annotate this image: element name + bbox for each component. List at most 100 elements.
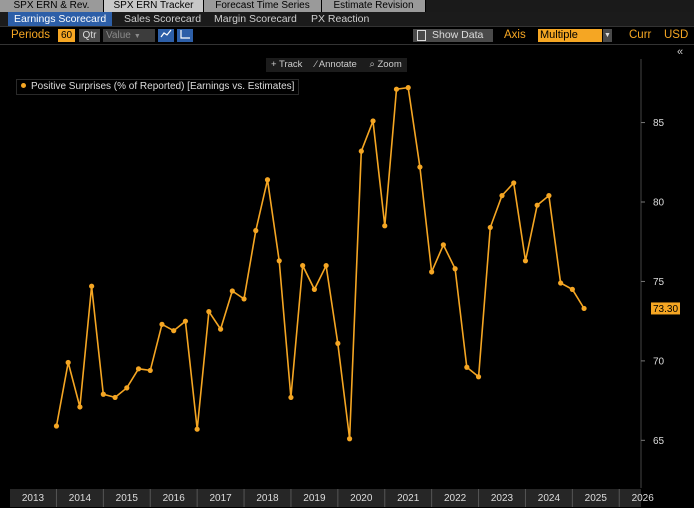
subtab-margin-scorecard[interactable]: Margin Scorecard [214, 13, 297, 25]
chevron-down-icon: ▼ [133, 33, 141, 40]
table-icon [417, 29, 426, 41]
axis-label: Axis [504, 29, 526, 41]
chart-legend: Positive Surprises (% of Reported) [Earn… [16, 79, 300, 95]
x-axis-band [10, 489, 641, 507]
x-tick-label: 2018 [256, 493, 279, 504]
zoom-button[interactable]: ⌕ Zoom [369, 59, 402, 70]
legend-marker [21, 82, 26, 88]
frequency-select[interactable]: Qtr [79, 29, 100, 42]
tab-spx-ern-rev[interactable]: SPX ERN & Rev. [0, 0, 104, 12]
data-point [358, 148, 364, 154]
periods-input[interactable]: 60 [58, 29, 75, 42]
x-tick-label: 2015 [116, 493, 139, 504]
data-point [475, 374, 482, 380]
data-point [276, 258, 282, 264]
data-point [194, 426, 200, 432]
data-point [370, 118, 376, 124]
y-axis-ticks: 65 70 75 80 85 [641, 118, 665, 447]
collapse-panel-icon[interactable]: « [677, 46, 684, 58]
tab-spx-ern-tracker[interactable]: SPX ERN Tracker [104, 0, 204, 12]
x-tick-label: 2022 [444, 493, 467, 504]
subtab-sales-scorecard[interactable]: Sales Scorecard [124, 13, 202, 25]
axis-chart-icon[interactable] [177, 29, 193, 42]
data-point [569, 286, 575, 292]
series-points [53, 85, 587, 442]
y-tick-label: 70 [653, 356, 665, 367]
pencil-icon: ⁄ [315, 59, 317, 70]
data-point [346, 436, 353, 442]
y-tick-label: 85 [653, 118, 665, 129]
subtab-px-reaction[interactable]: PX Reaction [311, 13, 370, 25]
y-tick-label: 75 [653, 277, 665, 288]
x-tick-label: 2014 [69, 493, 92, 504]
data-point [534, 202, 540, 208]
data-point [77, 404, 83, 410]
periods-label: Periods [11, 29, 50, 41]
x-axis-ticks: 2013 2014 2015 2016 2017 2018 2019 2020 2021 2022… [22, 489, 654, 507]
chart-tools: + Track ⁄ Annotate ⌕ Zoom [266, 58, 407, 72]
x-tick-label: 2016 [163, 493, 186, 504]
data-point [405, 85, 411, 91]
axis-select[interactable]: Multiple [538, 29, 602, 42]
data-point [135, 366, 142, 372]
data-point [429, 269, 435, 275]
data-point [112, 394, 118, 401]
data-point [124, 385, 130, 391]
line-chart-icon[interactable] [158, 29, 174, 42]
data-point [229, 288, 235, 294]
x-tick-label: 2024 [538, 493, 561, 504]
toolbar-divider [0, 44, 694, 45]
data-point [147, 367, 153, 374]
data-point [382, 223, 388, 229]
data-point [206, 309, 212, 315]
toolbar: Periods 60 Qtr Value ▼ Show Data Axis Mul… [0, 27, 694, 44]
data-point [581, 305, 587, 312]
data-point [558, 280, 564, 286]
legend-series-name: Positive Surprises (% of Reported) [Earn… [31, 81, 295, 92]
data-point [218, 326, 224, 332]
axis-dropdown-chevron-icon[interactable]: ▼ [603, 29, 612, 42]
sub-tab-bar: Earnings Scorecard Sales Scorecard Margi… [0, 12, 694, 27]
tab-estimate-revision[interactable]: Estimate Revision [322, 0, 426, 12]
top-tab-bar: SPX ERN & Rev. SPX ERN Tracker Forecast … [0, 0, 694, 12]
data-point [440, 242, 446, 248]
data-point [182, 318, 189, 324]
annotate-button[interactable]: ⁄ Annotate [315, 59, 357, 70]
last-value-badge [651, 302, 680, 315]
x-tick-label: 2013 [22, 493, 45, 504]
data-point [335, 340, 341, 347]
subtab-earnings-scorecard[interactable]: Earnings Scorecard [8, 12, 113, 26]
data-point [53, 423, 60, 429]
data-point [264, 177, 271, 183]
track-button[interactable]: + Track [271, 59, 303, 70]
data-point [300, 262, 306, 269]
data-point [499, 193, 505, 199]
tab-forecast-time-series[interactable]: Forecast Time Series [204, 0, 322, 12]
x-tick-label: 2019 [303, 493, 326, 504]
x-tick-label: 2017 [209, 493, 232, 504]
x-tick-label: 2026 [632, 493, 655, 504]
x-tick-label: 2020 [350, 493, 373, 504]
data-point [253, 228, 259, 234]
x-tick-label: 2021 [397, 493, 420, 504]
data-point [487, 224, 493, 231]
show-data-button[interactable]: Show Data [413, 29, 493, 42]
data-point [159, 321, 165, 327]
data-point [288, 394, 294, 401]
last-value-label: 73.30 [651, 302, 680, 315]
data-point [241, 296, 247, 302]
data-point [311, 286, 317, 292]
crosshair-icon: + [271, 59, 277, 70]
value-select[interactable]: Value ▼ [103, 29, 155, 42]
magnifier-icon: ⌕ [369, 59, 375, 70]
data-point [452, 266, 458, 272]
currency-value[interactable]: USD [664, 29, 689, 41]
data-point [417, 164, 423, 170]
y-tick-label: 65 [653, 436, 665, 447]
curr-label: Curr [629, 29, 652, 41]
last-value-text: 73.30 [653, 304, 678, 315]
x-tick-label: 2023 [491, 493, 514, 504]
data-point [171, 328, 177, 334]
data-point [393, 86, 400, 92]
